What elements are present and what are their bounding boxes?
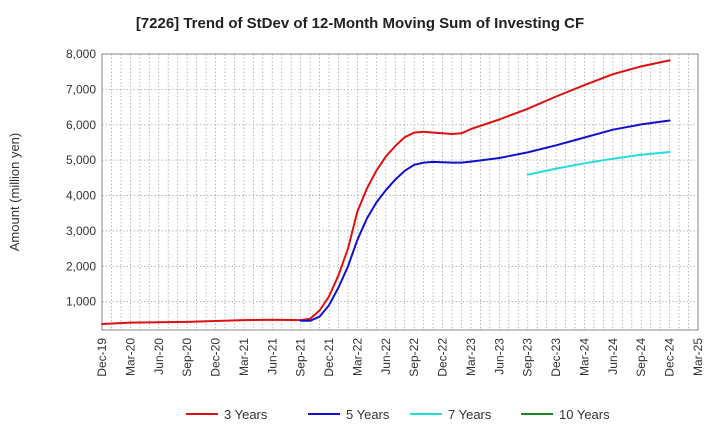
x-tick-label: Mar-23 bbox=[464, 338, 478, 376]
y-tick-label: 5,000 bbox=[66, 153, 96, 167]
legend-item: 5 Years bbox=[308, 407, 390, 422]
x-tick-label: Sep-22 bbox=[407, 338, 421, 377]
x-tick-label: Mar-24 bbox=[577, 338, 591, 376]
plot-area bbox=[101, 53, 699, 331]
y-tick-label: 3,000 bbox=[66, 224, 96, 238]
chart-grid bbox=[102, 53, 698, 330]
x-tick-label: Jun-24 bbox=[606, 338, 620, 375]
x-tick-label: Dec-20 bbox=[209, 338, 223, 377]
legend-label: 5 Years bbox=[346, 407, 390, 422]
x-tick-label: Mar-21 bbox=[237, 338, 251, 376]
legend-item: 7 Years bbox=[410, 407, 492, 422]
chart-title: [7226] Trend of StDev of 12-Month Moving… bbox=[136, 15, 584, 32]
y-tick-label: 2,000 bbox=[66, 259, 96, 273]
x-tick-label: Dec-22 bbox=[436, 338, 450, 377]
x-tick-label: Dec-21 bbox=[322, 338, 336, 377]
x-tick-label: Dec-23 bbox=[549, 338, 563, 377]
chart-series bbox=[101, 59, 671, 325]
y-tick-label: 1,000 bbox=[66, 295, 96, 309]
x-tick-label: Sep-21 bbox=[294, 338, 308, 377]
y-tick-label: 6,000 bbox=[66, 118, 96, 132]
legend-label: 10 Years bbox=[559, 407, 610, 422]
series-line bbox=[526, 151, 671, 176]
legend-item: 3 Years bbox=[186, 407, 268, 422]
legend-label: 3 Years bbox=[224, 407, 268, 422]
y-tick-label: 7,000 bbox=[66, 82, 96, 96]
x-tick-label: Jun-20 bbox=[152, 338, 166, 375]
y-axis-ticks: 1,000 2,000 3,000 4,000 5,000 6,000 7,000 8,000 bbox=[66, 47, 96, 309]
x-tick-label: Mar-25 bbox=[691, 338, 705, 376]
x-tick-label: Jun-23 bbox=[492, 338, 506, 375]
y-axis-title: Amount (million yen) bbox=[7, 133, 22, 252]
x-tick-label: Sep-20 bbox=[180, 338, 194, 377]
x-tick-label: Jun-22 bbox=[379, 338, 393, 375]
legend: 3 Years 5 Years 7 Years 10 Years bbox=[186, 407, 610, 422]
series-line bbox=[101, 59, 671, 325]
x-tick-label: Dec-24 bbox=[663, 338, 677, 377]
y-tick-label: 8,000 bbox=[66, 47, 96, 61]
x-tick-label: Dec-19 bbox=[95, 338, 109, 377]
legend-item: 10 Years bbox=[521, 407, 610, 422]
legend-label: 7 Years bbox=[448, 407, 492, 422]
y-tick-label: 4,000 bbox=[66, 189, 96, 203]
x-axis-ticks: Dec-19 Mar-20 Jun-20 Sep-20 Dec-20 Mar-21 Jun-… bbox=[95, 338, 705, 377]
x-tick-label: Mar-20 bbox=[123, 338, 137, 376]
x-tick-label: Sep-23 bbox=[521, 338, 535, 377]
series-line bbox=[299, 119, 671, 322]
x-tick-label: Jun-21 bbox=[265, 338, 279, 375]
x-tick-label: Mar-22 bbox=[350, 338, 364, 376]
x-tick-label: Sep-24 bbox=[634, 338, 648, 377]
